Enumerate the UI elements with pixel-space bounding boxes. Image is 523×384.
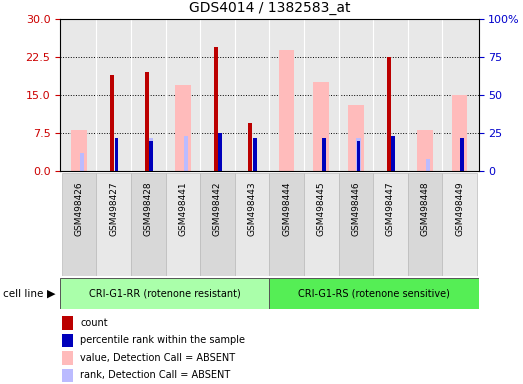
Bar (131, 173, 166, 276)
Text: CRI-G1-RS (rotenone sensitive): CRI-G1-RS (rotenone sensitive) (298, 288, 450, 298)
Text: value, Detection Call = ABSENT: value, Detection Call = ABSENT (80, 353, 235, 363)
Bar (373, 173, 407, 276)
Bar (460, 137, 464, 171)
Bar (357, 137, 361, 171)
Bar (110, 75, 114, 171)
Text: GSM498428: GSM498428 (144, 181, 153, 236)
Bar (452, 95, 468, 171)
Bar (417, 131, 433, 171)
Bar (149, 141, 153, 171)
Bar (62, 316, 73, 329)
Bar (144, 72, 149, 171)
Bar (338, 173, 373, 276)
Bar (269, 278, 479, 309)
Text: cell line: cell line (3, 289, 43, 299)
Title: GDS4014 / 1382583_at: GDS4014 / 1382583_at (189, 2, 350, 15)
Bar (200, 173, 235, 276)
Text: count: count (80, 318, 108, 328)
Bar (96, 173, 131, 276)
Text: ▶: ▶ (47, 289, 55, 299)
Text: CRI-G1-RR (rotenone resistant): CRI-G1-RR (rotenone resistant) (89, 288, 241, 298)
Bar (149, 137, 153, 171)
Bar (80, 153, 84, 171)
Bar (442, 173, 477, 276)
Bar (253, 137, 257, 171)
Bar (115, 137, 118, 171)
Bar (386, 57, 391, 171)
Bar (304, 173, 338, 276)
Bar (175, 85, 191, 171)
Bar (62, 369, 73, 382)
Bar (184, 136, 188, 171)
Bar (348, 105, 363, 171)
Bar (62, 173, 96, 276)
Bar (62, 351, 73, 365)
Bar (391, 136, 395, 171)
Bar (219, 133, 222, 171)
Bar (214, 47, 218, 171)
Text: rank, Detection Call = ABSENT: rank, Detection Call = ABSENT (80, 370, 231, 381)
Bar (313, 83, 329, 171)
Text: GSM498441: GSM498441 (178, 181, 187, 236)
Bar (269, 173, 304, 276)
Text: GSM498427: GSM498427 (109, 181, 118, 236)
Bar (322, 137, 326, 171)
Bar (166, 173, 200, 276)
Bar (62, 334, 73, 347)
Bar (279, 50, 294, 171)
Text: GSM498445: GSM498445 (317, 181, 326, 236)
Bar (248, 123, 253, 171)
Bar (71, 131, 87, 171)
Bar (407, 173, 442, 276)
Bar (357, 141, 360, 171)
Text: percentile rank within the sample: percentile rank within the sample (80, 335, 245, 346)
Text: GSM498446: GSM498446 (351, 181, 360, 236)
Text: GSM498426: GSM498426 (75, 181, 84, 236)
Text: GSM498442: GSM498442 (213, 181, 222, 236)
Bar (235, 173, 269, 276)
Bar (426, 159, 430, 171)
Text: GSM498444: GSM498444 (282, 181, 291, 236)
Bar (60, 278, 269, 309)
Text: GSM498449: GSM498449 (455, 181, 464, 236)
Text: GSM498443: GSM498443 (247, 181, 257, 236)
Text: GSM498448: GSM498448 (420, 181, 429, 236)
Text: GSM498447: GSM498447 (386, 181, 395, 236)
